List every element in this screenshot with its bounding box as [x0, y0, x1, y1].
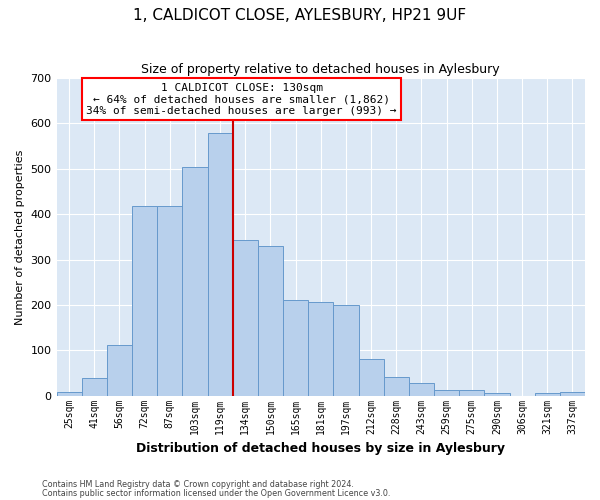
Text: Contains public sector information licensed under the Open Government Licence v3: Contains public sector information licen…: [42, 489, 391, 498]
Bar: [82, 378, 107, 396]
Bar: [484, 393, 509, 396]
Bar: [132, 206, 157, 396]
Bar: [208, 134, 233, 396]
Bar: [233, 240, 258, 396]
Bar: [157, 206, 182, 396]
Bar: [182, 166, 208, 396]
Bar: [258, 246, 283, 396]
Bar: [434, 390, 459, 396]
Y-axis label: Number of detached properties: Number of detached properties: [15, 149, 25, 324]
Bar: [383, 376, 409, 396]
Bar: [409, 384, 434, 396]
Bar: [459, 390, 484, 396]
Bar: [107, 345, 132, 396]
Bar: [334, 305, 359, 396]
Title: Size of property relative to detached houses in Aylesbury: Size of property relative to detached ho…: [142, 62, 500, 76]
Text: 1 CALDICOT CLOSE: 130sqm
← 64% of detached houses are smaller (1,862)
34% of sem: 1 CALDICOT CLOSE: 130sqm ← 64% of detach…: [86, 83, 397, 116]
Bar: [308, 302, 334, 396]
Bar: [56, 392, 82, 396]
Text: 1, CALDICOT CLOSE, AYLESBURY, HP21 9UF: 1, CALDICOT CLOSE, AYLESBURY, HP21 9UF: [133, 8, 467, 22]
Bar: [535, 394, 560, 396]
Bar: [283, 300, 308, 396]
X-axis label: Distribution of detached houses by size in Aylesbury: Distribution of detached houses by size …: [136, 442, 505, 455]
Bar: [359, 360, 383, 396]
Text: Contains HM Land Registry data © Crown copyright and database right 2024.: Contains HM Land Registry data © Crown c…: [42, 480, 354, 489]
Bar: [560, 392, 585, 396]
